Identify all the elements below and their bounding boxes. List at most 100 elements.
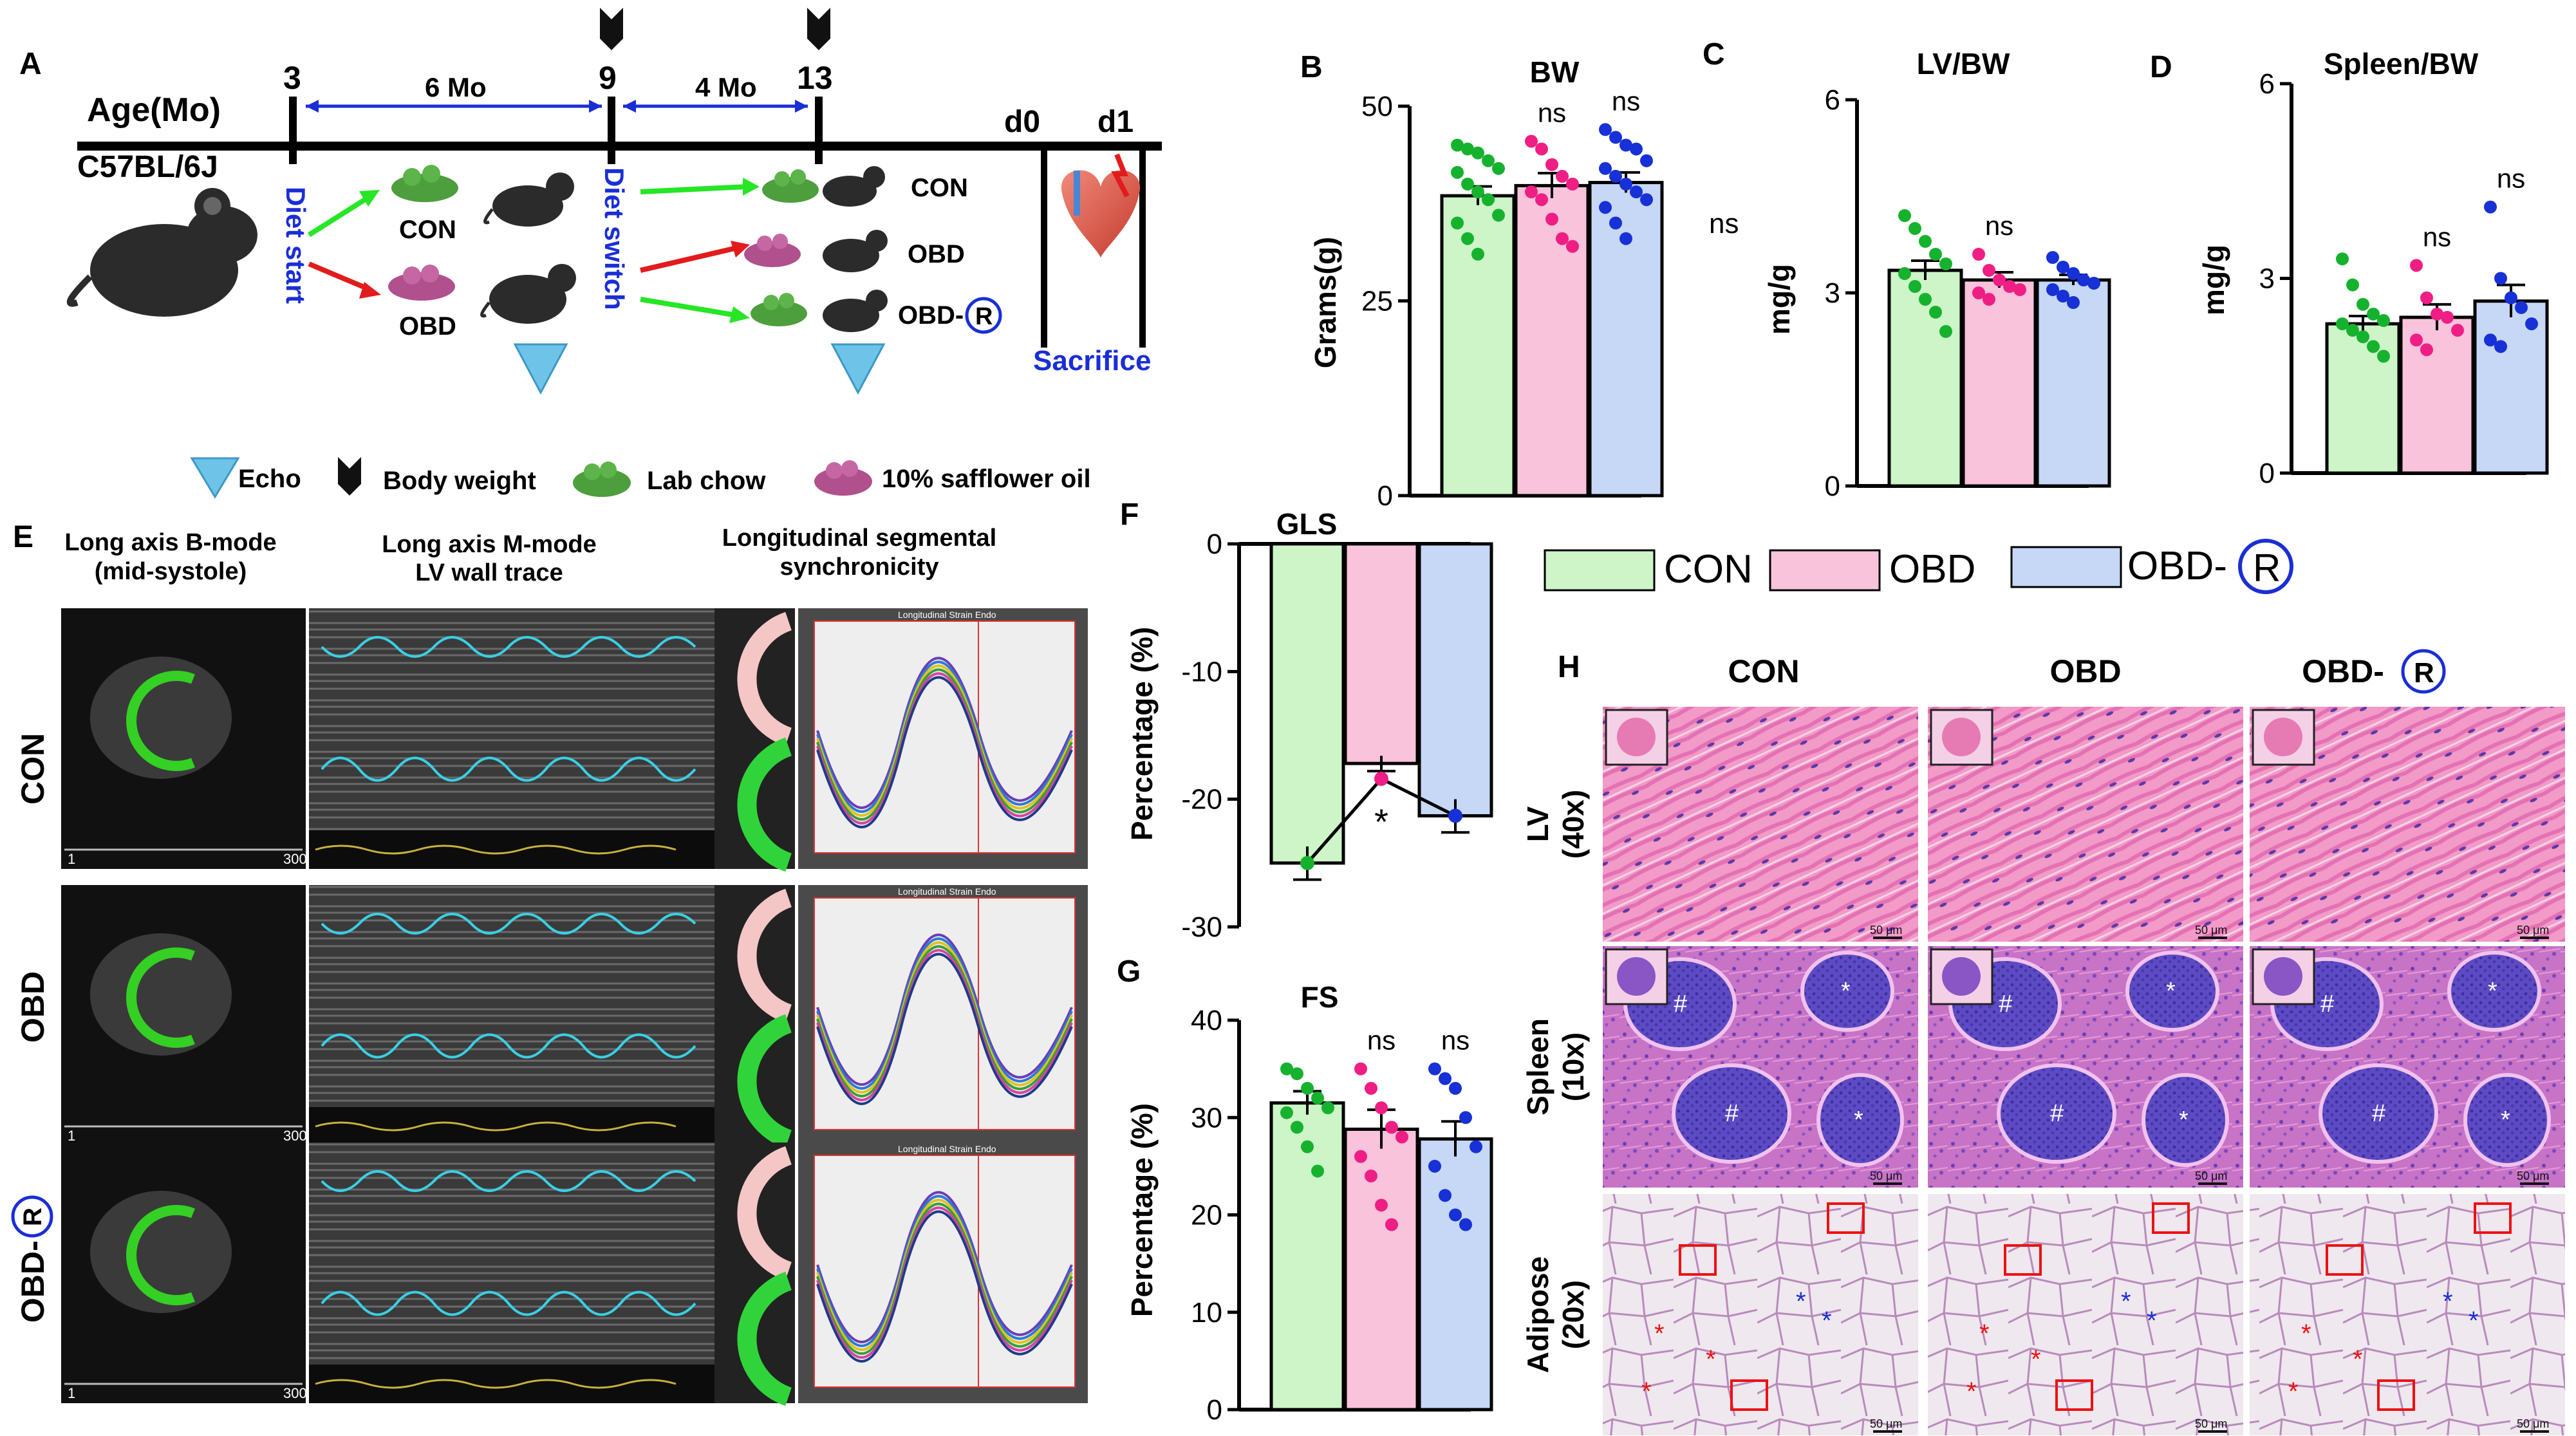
data-point-C (2013, 283, 2026, 296)
mmode-ecg-trace (315, 1379, 677, 1389)
lab-chow-legend-icon (573, 462, 631, 497)
data-point-C (2057, 290, 2069, 303)
data-point-G (1395, 1130, 1408, 1144)
data-point-D (2515, 301, 2528, 314)
data-point-C (2046, 251, 2059, 264)
follicle-marker: # (2050, 1100, 2064, 1127)
data-point-D (2484, 333, 2497, 347)
data-point-C (2057, 261, 2069, 274)
data-point-C (1983, 293, 1995, 306)
chart-lv-bw: LV/BW mg/g 0 3 6 ns (1762, 47, 2111, 502)
chart-bw: BW Grams(g) 0 25 50 ns ns (1309, 55, 1664, 512)
segment-dial-upper (737, 1146, 792, 1281)
mean-point-F-0 (1300, 855, 1314, 870)
bar-G-0 (1269, 1101, 1345, 1412)
data-point-B (1609, 169, 1622, 183)
y-tick-label-G: 0 (1207, 1394, 1222, 1426)
data-point-G (1301, 1081, 1314, 1095)
interval-6mo: 6 Mo (425, 72, 487, 102)
mouse-icon-obd-13 (823, 230, 888, 272)
histology-inset-section (2264, 957, 2302, 996)
data-point-B (1471, 185, 1484, 199)
follicle-marker: # (2372, 1100, 2385, 1127)
y-axis-label-G: Percentage (%) (1125, 1103, 1159, 1317)
y-tick-label-D: 3 (2259, 263, 2275, 295)
legend-echo: Echo (238, 465, 301, 493)
data-point-C (1972, 286, 1985, 299)
panel-a-timeline: A Age(Mo) C57BL/6J 3 9 13 d0 d1 6 Mo 4 M… (19, 8, 1162, 395)
data-point-D (2410, 259, 2423, 272)
adipose-marker: * (2469, 1307, 2479, 1335)
data-point-G (1301, 1140, 1314, 1153)
data-point-B (1599, 201, 1612, 214)
significance-F-1: * (1374, 801, 1388, 842)
data-point-G (1439, 1072, 1451, 1085)
body-weight-marker-13 (807, 8, 830, 50)
data-point-D (2525, 317, 2538, 331)
histology-image (1928, 1194, 2243, 1435)
data-point-G (1449, 1208, 1462, 1222)
safflower-oil-icon-1 (388, 265, 455, 301)
data-point-B (1451, 165, 1464, 179)
strain-plot-area (814, 1155, 1076, 1388)
spleen-follicle (2142, 1073, 2229, 1167)
mmode-wall-trace-bottom (321, 756, 696, 782)
strain-curve (816, 664, 1073, 817)
data-point-G (1311, 1164, 1324, 1178)
follicle-marker: # (1725, 1100, 1739, 1127)
significance-G-1: ns (1367, 1025, 1395, 1056)
echo-image-grid: 1 300 Longitudinal Strain Endo 1 300 Longitud… (61, 608, 1088, 1406)
data-point-B (1545, 212, 1558, 226)
adipose-callout-box (2474, 1202, 2512, 1234)
bmode-tissue (90, 1191, 232, 1313)
echo-marker-13 (830, 343, 886, 395)
age-3: 3 (283, 60, 301, 96)
strain-plot-title: Longitudinal Strain Endo (898, 610, 996, 620)
bmode-tissue (90, 657, 232, 779)
bar-G-2 (1417, 1137, 1493, 1412)
echo-header-mmode-1: Long axis M-mode (382, 531, 597, 558)
y-axis-label-C: mg/g (1762, 264, 1796, 335)
bar-C-2 (2035, 278, 2111, 488)
y-tick-label-G: 10 (1191, 1297, 1222, 1329)
panel-label-f: F (1120, 498, 1139, 532)
mouse-icon-con-9 (483, 173, 574, 227)
data-point-C (1909, 222, 1921, 235)
bmode-scale-end: 300 (283, 1128, 307, 1144)
y-tick-label-D: 6 (2259, 68, 2275, 100)
adipose-callout-box (1827, 1202, 1865, 1234)
bar-C-0 (1887, 268, 1963, 488)
y-tick-label-C: 6 (1825, 84, 1840, 116)
bmode-scale-start: 1 (68, 1128, 75, 1144)
adipose-callout-box (1730, 1379, 1768, 1411)
data-point-D (2336, 317, 2349, 331)
bar-D-0 (2325, 322, 2401, 475)
data-point-D (2441, 311, 2454, 324)
bmode-lv-trace (126, 671, 195, 771)
strain-curve (816, 1206, 1073, 1359)
y-axis-label-B: Grams(g) (1309, 237, 1342, 368)
strain-curve (816, 657, 1073, 809)
adipose-marker: * (2288, 1377, 2299, 1406)
mmode-image (309, 608, 714, 869)
follicle-marker: * (2501, 1106, 2510, 1133)
legend-body-weight: Body weight (383, 467, 536, 495)
scale-bar-label: 50 μm (2195, 924, 2227, 937)
data-point-B (1471, 247, 1484, 261)
adipose-marker: * (2121, 1287, 2131, 1316)
panel-label-d: D (2150, 50, 2172, 84)
histology-inset-section (1942, 718, 1981, 756)
data-point-D (2357, 330, 2369, 344)
echo-row-r-symbol: R (19, 1208, 47, 1226)
data-point-D (2494, 272, 2507, 285)
follicle-marker: # (1999, 991, 2012, 1018)
strain-plot-title: Longitudinal Strain Endo (898, 886, 996, 897)
histology-grid: LV (40x) 50 μm 50 μm 50 μm Spleen (10x) # * # * 50 … (1521, 707, 2565, 1435)
data-point-B (1471, 146, 1484, 160)
spleen-follicle (2125, 951, 2219, 1032)
data-point-G (1449, 1081, 1462, 1095)
data-point-B (1492, 209, 1505, 222)
arrow-con-start (307, 194, 372, 238)
mmode-wall-trace-bottom (321, 1033, 696, 1059)
histo-col-r-icon (2401, 649, 2446, 694)
